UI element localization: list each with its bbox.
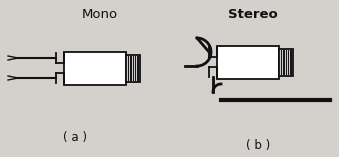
Text: ( a ): ( a ): [63, 132, 87, 144]
Bar: [64, 52, 126, 85]
Bar: [126, 55, 140, 82]
Bar: [279, 49, 293, 76]
Text: Mono: Mono: [82, 8, 118, 21]
Text: Stereo: Stereo: [228, 8, 278, 21]
Text: ( b ): ( b ): [246, 138, 270, 152]
Bar: [217, 46, 279, 79]
